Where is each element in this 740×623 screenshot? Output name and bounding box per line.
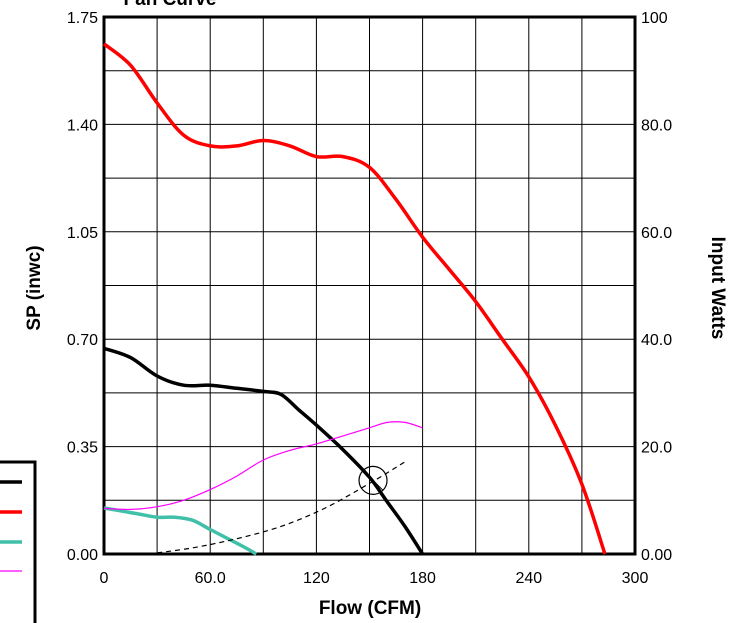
x-tick-label: 0 [100, 570, 109, 587]
y2-tick-label: 100 [641, 10, 668, 27]
y-tick-label: 1.75 [67, 10, 98, 27]
series-line-2 [103, 506, 258, 556]
y2-tick-label: 20.0 [641, 440, 672, 457]
y-tick-label: 1.40 [67, 117, 98, 134]
x-tick-label: 240 [515, 570, 542, 587]
y2-axis-title: Input Watts [707, 237, 728, 340]
chart-title: Fan Curve [124, 0, 217, 10]
operating-point-group [358, 465, 388, 495]
series-line-4 [148, 461, 406, 555]
series-line-0 [103, 346, 425, 555]
operating-point-circle [358, 465, 388, 495]
y-tick-labels: 0.00 0.35 0.70 1.05 1.40 1.75 [67, 10, 98, 564]
y-tick-label: 0.70 [67, 332, 98, 349]
x-tick-label: 60.0 [195, 570, 226, 587]
y2-tick-label: 0.00 [641, 547, 672, 564]
series-line-3 [103, 421, 423, 511]
x-tick-label: 180 [409, 570, 436, 587]
grid-lines [104, 17, 635, 554]
y2-tick-label: 60.0 [641, 225, 672, 242]
y-tick-label: 1.05 [67, 225, 98, 242]
y2-tick-label: 80.0 [641, 117, 672, 134]
y-tick-label: 0.00 [67, 547, 98, 564]
x-tick-label: 120 [303, 570, 330, 587]
y2-tick-labels: 0.00 20.0 40.0 60.0 80.0 100 [641, 10, 672, 564]
x-axis-title: Flow (CFM) [319, 598, 421, 619]
operating-point-cross [362, 470, 384, 491]
x-tick-labels: 0 60.0 120 180 240 300 [100, 570, 649, 587]
x-tick-label: 300 [622, 570, 649, 587]
legend [0, 460, 37, 623]
series-group [102, 42, 607, 556]
plot-frame [102, 15, 637, 556]
y2-tick-label: 40.0 [641, 332, 672, 349]
y-tick-label: 0.35 [67, 440, 98, 457]
series-line-1 [102, 42, 607, 555]
y-axis-title: SP (inwc) [24, 245, 45, 330]
